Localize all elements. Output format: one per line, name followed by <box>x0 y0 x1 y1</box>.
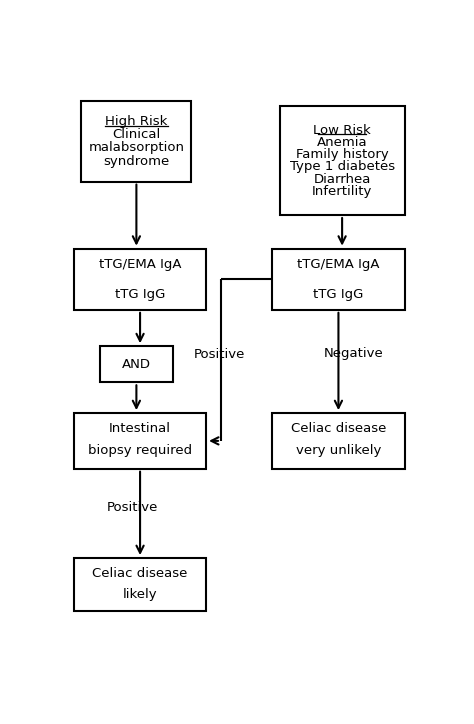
Text: Anemia: Anemia <box>317 136 367 149</box>
Text: likely: likely <box>123 588 157 601</box>
Text: Celiac disease: Celiac disease <box>92 567 188 580</box>
Text: syndrome: syndrome <box>103 155 170 168</box>
Text: tTG IgG: tTG IgG <box>313 287 364 300</box>
Bar <box>82 101 191 182</box>
Bar <box>100 346 173 382</box>
Bar <box>74 558 206 611</box>
Text: Family history: Family history <box>296 148 389 161</box>
Text: Low Risk: Low Risk <box>313 124 371 137</box>
Bar <box>272 248 404 310</box>
Text: tTG/EMA IgA: tTG/EMA IgA <box>297 258 380 271</box>
Text: Positive: Positive <box>107 501 158 514</box>
Text: tTG IgG: tTG IgG <box>115 287 165 300</box>
Text: Negative: Negative <box>323 347 383 360</box>
Bar <box>280 106 404 215</box>
Text: Infertility: Infertility <box>312 185 372 198</box>
Text: Intestinal: Intestinal <box>109 422 171 435</box>
Text: High Risk: High Risk <box>105 114 168 127</box>
Text: AND: AND <box>122 358 151 371</box>
Text: Clinical: Clinical <box>112 128 161 141</box>
Bar <box>74 248 206 310</box>
Bar <box>272 413 404 468</box>
Bar <box>74 413 206 468</box>
Text: Diarrhea: Diarrhea <box>313 172 371 185</box>
Text: malabsorption: malabsorption <box>88 141 184 154</box>
Text: very unlikely: very unlikely <box>296 445 381 458</box>
Text: Positive: Positive <box>193 348 245 361</box>
Text: Type 1 diabetes: Type 1 diabetes <box>290 161 395 173</box>
Text: Celiac disease: Celiac disease <box>291 422 386 435</box>
Text: biopsy required: biopsy required <box>88 445 192 458</box>
Text: tTG/EMA IgA: tTG/EMA IgA <box>99 258 182 271</box>
